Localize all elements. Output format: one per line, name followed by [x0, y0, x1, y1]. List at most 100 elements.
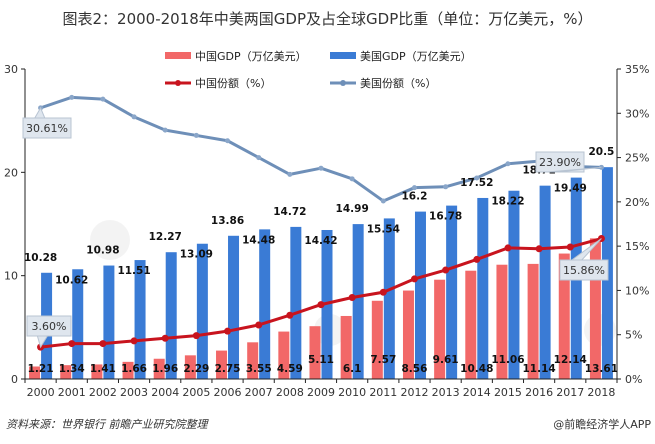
- callout-box: 30.61%: [22, 106, 72, 139]
- data-label-us-gdp: 10.98: [86, 245, 119, 257]
- china-share-point: [224, 327, 232, 335]
- data-label-china-gdp: 12.14: [554, 354, 587, 366]
- bar-us-gdp: [72, 269, 84, 379]
- bar-china-gdp: [558, 253, 570, 379]
- bar-us-gdp: [165, 252, 177, 379]
- x-axis-tick-label: 2009: [307, 386, 335, 399]
- bar-china-gdp: [340, 315, 352, 379]
- right-axis-tick-label: 30%: [625, 107, 649, 120]
- legend-marker: [175, 80, 181, 86]
- bar-china-gdp: [589, 238, 601, 379]
- left-axis-tick-label: 10: [4, 270, 18, 283]
- us-share-point: [162, 127, 168, 133]
- bar-us-gdp: [103, 265, 115, 379]
- bar-us-gdp: [228, 235, 240, 379]
- bar-china-gdp: [91, 364, 103, 379]
- callout-label: 15.86%: [563, 264, 605, 277]
- data-label-us-gdp: 15.54: [367, 223, 400, 235]
- bar-china-gdp: [278, 331, 290, 379]
- x-axis-tick-label: 2005: [182, 386, 210, 399]
- china-share-point: [286, 311, 294, 319]
- bar-china-gdp: [60, 365, 72, 379]
- us-share-point: [225, 138, 231, 144]
- bar-us-gdp: [508, 190, 520, 379]
- x-axis-tick-label: 2015: [494, 386, 522, 399]
- data-label-china-gdp: 7.57: [370, 354, 396, 366]
- legend-item: 中国GDP（万亿美元）: [165, 50, 307, 63]
- data-label-us-gdp: 14.99: [336, 203, 369, 215]
- china-share-point: [130, 337, 138, 345]
- data-label-china-gdp: 1.41: [90, 363, 116, 375]
- us-share-point: [69, 94, 75, 100]
- callout-background: [535, 151, 585, 173]
- callout-label: 23.90%: [539, 156, 581, 169]
- bar-us-gdp: [414, 211, 426, 379]
- bar-china-gdp: [465, 270, 477, 379]
- x-axis-tick-label: 2003: [120, 386, 148, 399]
- bar-china-gdp: [496, 264, 508, 379]
- us-share-point: [411, 185, 417, 191]
- data-label-china-gdp: 5.11: [308, 354, 334, 366]
- x-axis-tick-label: 2013: [432, 386, 460, 399]
- us-share-point: [193, 132, 199, 138]
- china-share-point: [317, 301, 325, 309]
- x-axis-tick-label: 2001: [58, 386, 86, 399]
- legend-swatch: [165, 52, 191, 59]
- callout-pointer: [36, 335, 49, 349]
- bar-china-gdp: [153, 358, 165, 379]
- data-label-china-gdp: 3.55: [246, 363, 272, 375]
- legend-label: 美国GDP（万亿美元）: [360, 50, 472, 63]
- x-axis-tick-label: 2004: [151, 386, 179, 399]
- bar-us-gdp: [383, 218, 395, 379]
- right-axis-tick-label: 35%: [625, 63, 649, 76]
- china-share-point: [442, 266, 450, 274]
- china-share-point: [68, 340, 76, 348]
- china-share-point: [566, 243, 574, 251]
- us-share-point: [380, 198, 386, 204]
- data-label-us-gdp: 11.51: [117, 265, 150, 277]
- data-label-us-gdp: 13.86: [211, 215, 244, 227]
- china-share-point: [473, 255, 481, 263]
- china-share-point: [410, 275, 418, 283]
- china-share-point: [192, 332, 200, 340]
- chart-title: 图表2：2000-2018年中美两国GDP及占全球GDP比重（单位：万亿美元，%…: [62, 10, 593, 28]
- callout-pointer: [33, 106, 46, 119]
- bar-china-gdp: [371, 300, 383, 379]
- bar-us-gdp: [259, 229, 271, 379]
- bar-us-gdp: [290, 226, 302, 379]
- bar-us-gdp: [446, 205, 458, 379]
- china-share-point: [348, 294, 356, 302]
- x-axis-tick-label: 2008: [276, 386, 304, 399]
- data-label-us-gdp: 18.22: [491, 196, 524, 208]
- x-axis-tick-label: 2014: [463, 386, 491, 399]
- legend-label: 中国份额（%）: [195, 77, 271, 90]
- china-share-point: [535, 245, 543, 253]
- us-share-point: [131, 114, 137, 120]
- legend-item: 中国份额（%）: [165, 77, 271, 90]
- x-axis-tick-label: 2007: [245, 386, 273, 399]
- right-axis-tick-label: 0%: [625, 373, 642, 386]
- us-share-point: [256, 155, 262, 161]
- bar-china-gdp: [216, 350, 228, 379]
- china-share-point: [161, 334, 169, 342]
- callout-pointer: [570, 238, 602, 261]
- data-label-us-gdp: 13.09: [180, 249, 213, 261]
- right-axis-tick-label: 10%: [625, 284, 649, 297]
- china-share-point: [379, 288, 387, 296]
- data-label-us-gdp: 17.52: [460, 177, 493, 189]
- data-label-us-gdp: 14.72: [273, 206, 306, 218]
- data-label-china-gdp: 4.59: [277, 363, 303, 375]
- bar-china-gdp: [527, 263, 539, 379]
- data-label-china-gdp: 1.96: [152, 363, 178, 375]
- data-label-china-gdp: 11.14: [522, 363, 555, 375]
- left-axis-tick-label: 30: [4, 63, 18, 76]
- right-axis-tick-label: 25%: [625, 152, 649, 165]
- bar-china-gdp: [402, 290, 414, 379]
- callout-label: 3.60%: [32, 320, 67, 333]
- right-axis-tick-label: 15%: [625, 240, 649, 253]
- data-label-china-gdp: 9.61: [433, 354, 459, 366]
- x-axis-tick-label: 2017: [556, 386, 584, 399]
- bar-us-gdp: [196, 243, 208, 379]
- data-label-us-gdp: 16.2: [402, 191, 428, 203]
- callout-label: 30.61%: [26, 122, 68, 135]
